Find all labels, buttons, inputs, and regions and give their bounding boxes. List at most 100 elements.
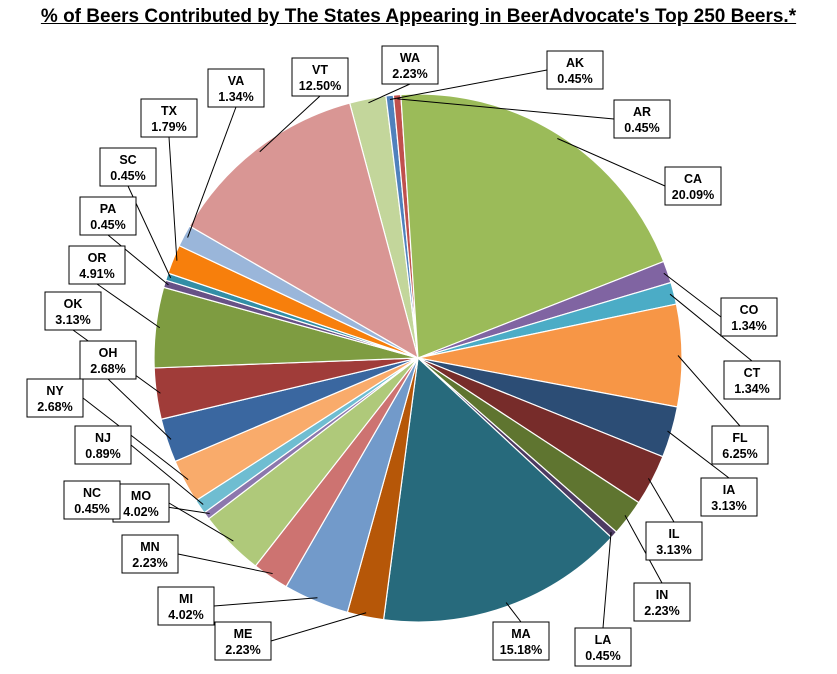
data-label-ca: CA 20.09% bbox=[664, 166, 722, 206]
data-label-box-il bbox=[645, 521, 703, 561]
data-label-box-la bbox=[574, 627, 632, 667]
data-label-mi: MI 4.02% bbox=[157, 586, 215, 626]
data-label-value-ca: 20.09% bbox=[672, 188, 714, 202]
leader-line-la bbox=[602, 532, 612, 629]
data-label-box-nj bbox=[74, 425, 132, 465]
leader-line-fl bbox=[677, 355, 741, 427]
data-label-box-wa bbox=[381, 45, 439, 85]
leaders-layer bbox=[72, 69, 753, 642]
labels-layer: WA 2.23% AK 0.45% AR 0.45% CA 20.09% CO 1.34% CT 1.… bbox=[26, 45, 781, 667]
data-label-box-tx bbox=[140, 98, 198, 138]
leader-line-ak bbox=[389, 69, 548, 100]
data-label-nc: NC 0.45% bbox=[63, 480, 121, 520]
data-label-vt: VT 12.50% bbox=[291, 57, 349, 97]
data-label-box-or bbox=[68, 245, 126, 285]
data-label-box-mi bbox=[157, 586, 215, 626]
data-label-box-ia bbox=[700, 477, 758, 517]
data-label-state-ma: MA bbox=[511, 627, 530, 641]
data-label-value-pa: 0.45% bbox=[90, 218, 125, 232]
data-label-value-ma: 15.18% bbox=[500, 643, 542, 657]
data-label-value-nc: 0.45% bbox=[74, 502, 109, 516]
leader-line-me bbox=[270, 612, 367, 642]
data-label-ny: NY 2.68% bbox=[26, 378, 84, 418]
data-label-state-tx: TX bbox=[161, 104, 178, 118]
data-label-fl: FL 6.25% bbox=[711, 425, 769, 465]
data-label-state-mo: MO bbox=[131, 489, 151, 503]
data-label-box-ct bbox=[723, 360, 781, 400]
data-label-value-me: 2.23% bbox=[225, 643, 260, 657]
data-label-state-ny: NY bbox=[46, 384, 64, 398]
leader-line-nj bbox=[130, 444, 204, 505]
data-label-state-ar: AR bbox=[633, 105, 651, 119]
data-label-state-sc: SC bbox=[119, 153, 136, 167]
data-label-value-vt: 12.50% bbox=[299, 79, 341, 93]
data-label-box-nc bbox=[63, 480, 121, 520]
data-label-value-in: 2.23% bbox=[644, 604, 679, 618]
data-label-mo: MO 4.02% bbox=[112, 483, 170, 523]
data-label-box-mo bbox=[112, 483, 170, 523]
data-label-box-ca bbox=[664, 166, 722, 206]
data-label-box-mn bbox=[121, 534, 179, 574]
leader-line-ny bbox=[82, 397, 189, 480]
data-label-box-ok bbox=[44, 291, 102, 331]
data-label-value-ak: 0.45% bbox=[557, 72, 592, 86]
data-label-value-or: 4.91% bbox=[79, 267, 114, 281]
data-label-ok: OK 3.13% bbox=[44, 291, 102, 331]
data-label-box-co bbox=[720, 297, 778, 337]
data-label-state-la: LA bbox=[595, 633, 612, 647]
leader-line-oh bbox=[107, 378, 172, 440]
leader-line-ct bbox=[669, 293, 753, 362]
data-label-mn: MN 2.23% bbox=[121, 534, 179, 574]
leader-line-co bbox=[663, 272, 722, 318]
leader-line-va bbox=[187, 106, 237, 238]
data-label-value-fl: 6.25% bbox=[722, 447, 757, 461]
data-label-il: IL 3.13% bbox=[645, 521, 703, 561]
data-label-value-ct: 1.34% bbox=[734, 382, 769, 396]
data-label-box-ma bbox=[492, 621, 550, 661]
data-label-box-sc bbox=[99, 147, 157, 187]
data-label-box-fl bbox=[711, 425, 769, 465]
data-label-value-va: 1.34% bbox=[218, 90, 253, 104]
data-label-state-ok: OK bbox=[64, 297, 83, 311]
data-label-or: OR 4.91% bbox=[68, 245, 126, 285]
data-label-state-fl: FL bbox=[732, 431, 748, 445]
data-label-co: CO 1.34% bbox=[720, 297, 778, 337]
data-label-tx: TX 1.79% bbox=[140, 98, 198, 138]
data-label-state-ct: CT bbox=[744, 366, 761, 380]
leader-line-tx bbox=[168, 136, 178, 261]
data-label-oh: OH 2.68% bbox=[79, 340, 137, 380]
data-label-box-pa bbox=[79, 196, 137, 236]
data-label-state-mi: MI bbox=[179, 592, 193, 606]
data-label-box-vt bbox=[291, 57, 349, 97]
data-label-state-co: CO bbox=[740, 303, 759, 317]
chart-title: % of Beers Contributed by The States App… bbox=[40, 6, 797, 27]
leader-line-in bbox=[624, 515, 663, 584]
leader-line-mi bbox=[213, 597, 318, 607]
data-label-state-ia: IA bbox=[723, 483, 736, 497]
data-label-value-co: 1.34% bbox=[731, 319, 766, 333]
data-label-box-va bbox=[207, 68, 265, 108]
slices-layer bbox=[153, 93, 683, 623]
leader-line-ca bbox=[557, 138, 666, 187]
data-label-state-nj: NJ bbox=[95, 431, 111, 445]
data-label-value-mi: 4.02% bbox=[168, 608, 203, 622]
data-label-la: LA 0.45% bbox=[574, 627, 632, 667]
data-label-me: ME 2.23% bbox=[214, 621, 272, 661]
slice-vt bbox=[188, 102, 419, 360]
data-label-value-ar: 0.45% bbox=[624, 121, 659, 135]
data-label-state-me: ME bbox=[234, 627, 253, 641]
data-label-value-ia: 3.13% bbox=[711, 499, 746, 513]
data-label-wa: WA 2.23% bbox=[381, 45, 439, 85]
data-label-state-va: VA bbox=[228, 74, 244, 88]
data-label-state-ca: CA bbox=[684, 172, 702, 186]
data-label-state-il: IL bbox=[668, 527, 679, 541]
leader-line-ma bbox=[505, 602, 522, 623]
data-label-state-vt: VT bbox=[312, 63, 328, 77]
leader-line-wa bbox=[368, 83, 411, 104]
data-label-state-mn: MN bbox=[140, 540, 159, 554]
data-label-state-or: OR bbox=[88, 251, 107, 265]
data-label-ia: IA 3.13% bbox=[700, 477, 758, 517]
data-label-ct: CT 1.34% bbox=[723, 360, 781, 400]
data-label-va: VA 1.34% bbox=[207, 68, 265, 108]
